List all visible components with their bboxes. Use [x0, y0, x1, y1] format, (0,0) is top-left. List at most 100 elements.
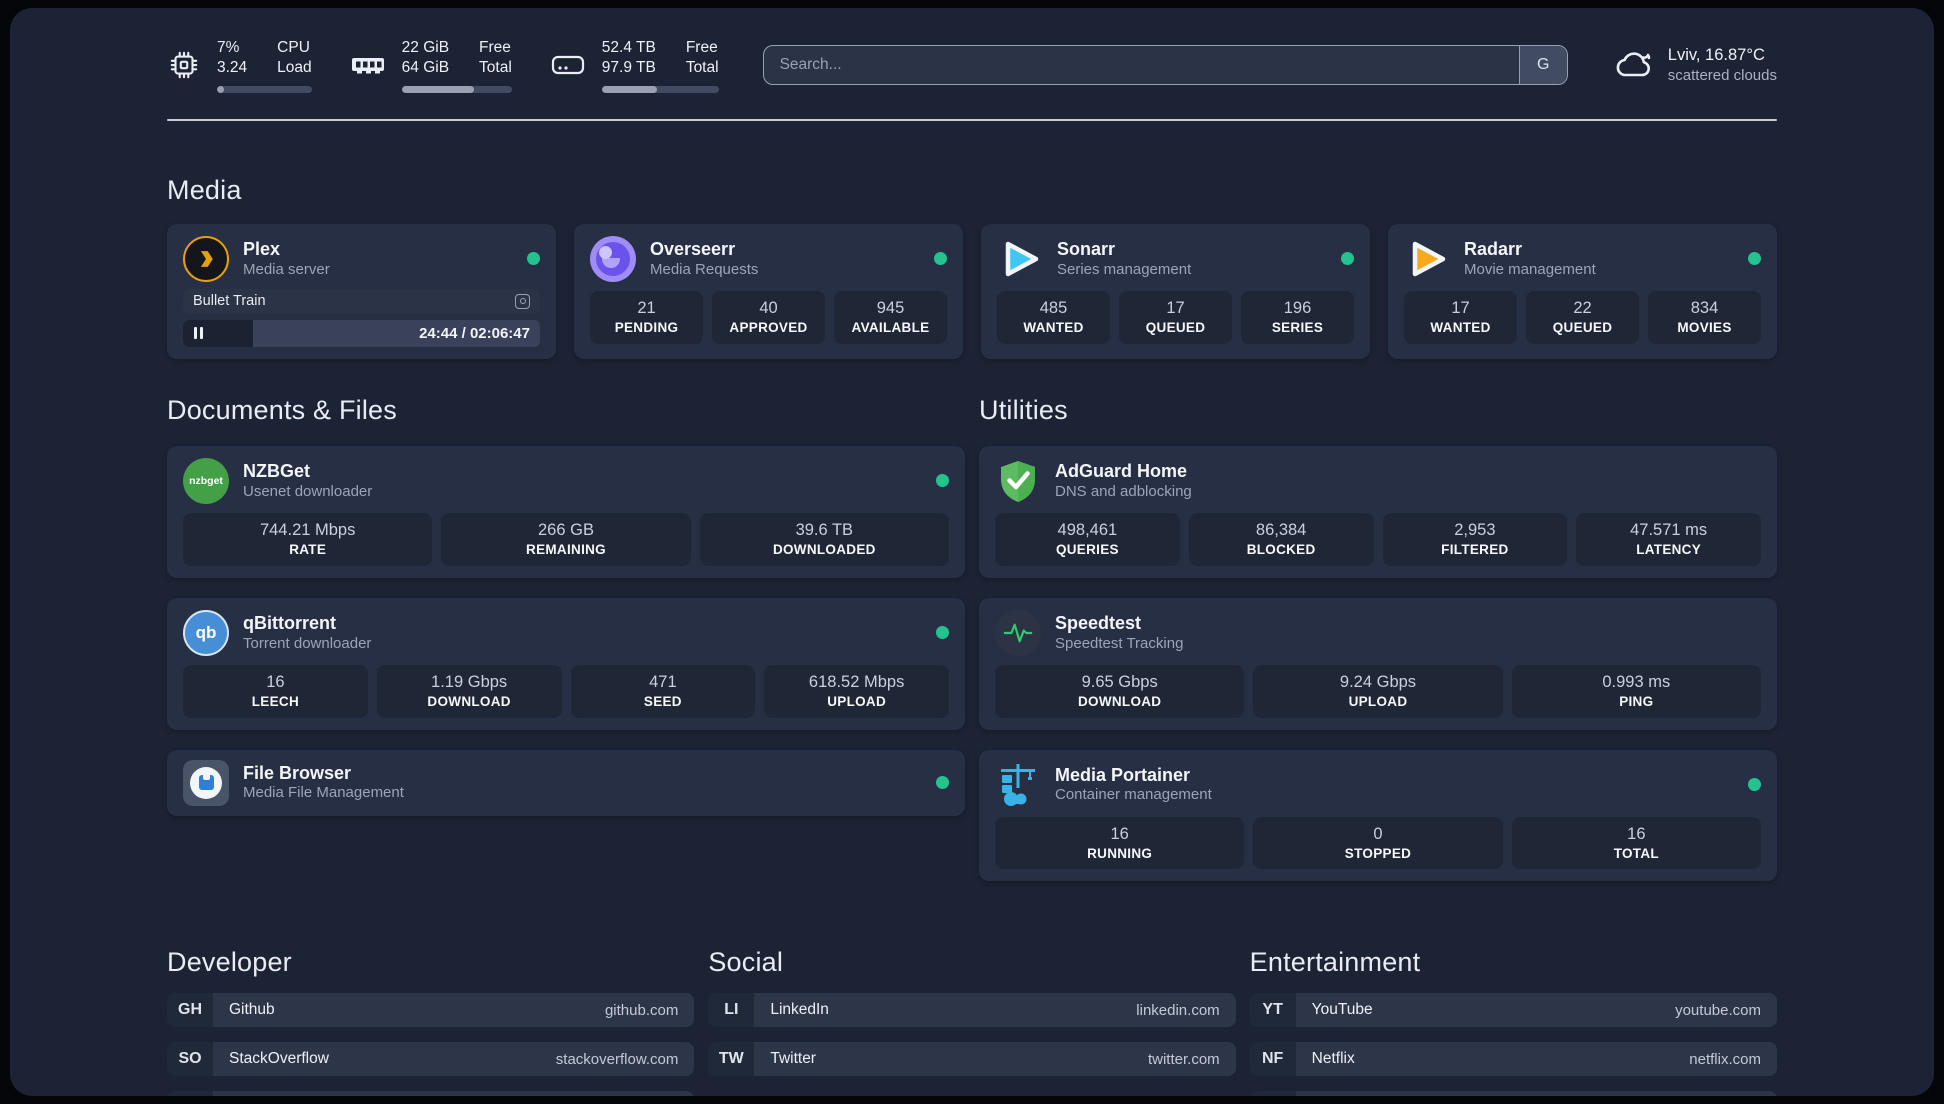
bookmark-url: stackoverflow.com: [555, 1050, 679, 1068]
topbar: 7% 3.24 CPU Load: [167, 38, 1777, 93]
disk-total-label: Total: [685, 59, 719, 77]
section-title-media: Media: [167, 174, 242, 205]
section-title-entertainment: Entertainment: [1249, 947, 1421, 978]
bookmark-tag: LI: [708, 993, 755, 1028]
dashboard-panel: 7% 3.24 CPU Load: [10, 8, 1934, 1096]
cpu-stat: 7% 3.24 CPU Load: [167, 38, 312, 93]
media-settings-icon: [515, 293, 530, 309]
app-card-radarr[interactable]: Radarr Movie management 17 WANTED 22 QUEUE…: [1388, 223, 1777, 359]
bookmark-url: youtube.com: [1675, 1001, 1761, 1019]
memory-total-value: 64 GiB: [401, 59, 450, 77]
bookmark-url: github.com: [604, 1001, 679, 1019]
stat-running: 16 RUNNING: [995, 816, 1245, 870]
stat-upload: 618.52 Mbps UPLOAD: [764, 664, 949, 718]
search-engine-button[interactable]: G: [1518, 46, 1567, 85]
cpu-load-value: 3.24: [217, 59, 248, 77]
adguard-icon: [995, 458, 1041, 504]
stat-download: 9.65 Gbps DOWNLOAD: [995, 664, 1245, 718]
app-name: Speedtest: [1055, 613, 1142, 634]
memory-stat: 22 GiB 64 GiB Free Total: [350, 38, 512, 93]
section-utilities: Utilities AdGuard Home DNS and: [979, 395, 1777, 882]
bookmark-dev[interactable]: DT DEVdev.to: [167, 1091, 695, 1096]
sonarr-icon: [997, 236, 1043, 282]
bookmark-github[interactable]: GH Github github.com: [167, 993, 695, 1028]
stat-stopped: 0 STOPPED: [1253, 816, 1503, 870]
bookmark-name: YouTube: [1311, 1001, 1373, 1019]
bookmark-tag: DT: [167, 1091, 213, 1096]
app-card-plex[interactable]: Plex Media server Bullet Train 24:44 / 0…: [167, 223, 556, 359]
app-card-overseerr[interactable]: Overseerr Media Requests 21 PENDING 40 APP…: [574, 223, 963, 359]
disk-free-value: 52.4 TB: [601, 39, 656, 56]
app-name: File Browser: [243, 762, 352, 783]
bookmark-tag: YT: [1249, 993, 1296, 1028]
stat-queued: 17 QUEUED: [1119, 290, 1232, 344]
app-card-speedtest[interactable]: Speedtest Speedtest Tracking 9.65 Gbps DO…: [979, 597, 1777, 730]
app-card-sonarr[interactable]: Sonarr Series management 485 WANTED 17 QUE…: [981, 223, 1370, 359]
disk-progress-bar: [601, 85, 719, 93]
stat-queued: 22 QUEUED: [1526, 290, 1639, 344]
stat-pending: 21 PENDING: [590, 290, 703, 344]
bookmark-netflix[interactable]: NF Netflix netflix.com: [1249, 1042, 1777, 1077]
app-desc: Media server: [243, 260, 330, 278]
search-input[interactable]: [763, 46, 1519, 85]
stat-wanted: 17 WANTED: [1404, 290, 1517, 344]
disk-total-value: 97.9 TB: [601, 59, 656, 77]
qbittorrent-icon: qb: [183, 609, 229, 656]
bookmark-name: Netflix: [1311, 1050, 1355, 1068]
app-desc: Media Requests: [650, 260, 759, 278]
stat-queries: 498,461 QUERIES: [995, 512, 1180, 566]
app-name: Plex: [243, 239, 281, 260]
bookmark-stackoverflow[interactable]: SO StackOverflow stackoverflow.com: [167, 1042, 695, 1077]
bookmark-name: Twitter: [770, 1050, 816, 1068]
nzbget-icon: nzbget: [183, 457, 229, 504]
app-card-qbittorrent[interactable]: qb qBittorrent Torrent downloader 16 LEEC…: [167, 597, 965, 730]
stat-rate: 744.21 Mbps RATE: [183, 512, 433, 566]
app-desc: Usenet downloader: [243, 482, 373, 500]
section-title-documents: Documents & Files: [167, 394, 397, 425]
cloud-icon: [1612, 49, 1654, 81]
bookmark-tag: GH: [167, 993, 213, 1028]
weather-widget: Lviv, 16.87°C scattered clouds: [1612, 45, 1777, 86]
now-playing-title: Bullet Train: [193, 293, 266, 310]
cpu-usage-label: CPU: [277, 39, 310, 56]
topbar-divider: [167, 118, 1777, 121]
stat-seed: 471 SEED: [570, 664, 756, 718]
cpu-progress-bar: [217, 85, 312, 93]
bookmark-youtube[interactable]: YT YouTube youtube.com: [1249, 993, 1777, 1028]
section-media: Media Plex Media server Bullet: [167, 175, 1777, 359]
bookmark-name: Github: [229, 1001, 275, 1019]
bookmark-tag: TW: [708, 1042, 755, 1077]
section-title-developer: Developer: [167, 947, 292, 978]
bookmark-name: StackOverflow: [229, 1050, 329, 1068]
portainer-icon: [995, 762, 1041, 808]
app-card-portainer[interactable]: Media Portainer Container management 16 R…: [979, 749, 1777, 882]
bookmark-url: netflix.com: [1689, 1050, 1761, 1068]
bookmark-twitter[interactable]: TW Twitter twitter.com: [708, 1042, 1236, 1077]
memory-total-label: Total: [479, 59, 512, 77]
disk-free-label: Free: [685, 39, 718, 56]
weather-condition: scattered clouds: [1667, 67, 1777, 85]
radarr-icon: [1404, 236, 1450, 282]
app-card-adguard[interactable]: AdGuard Home DNS and adblocking 498,461 Q…: [979, 445, 1777, 578]
playback-time: 24:44 / 02:06:47: [419, 324, 530, 342]
bookmark-linkedin[interactable]: LI LinkedIn linkedin.com: [708, 993, 1236, 1028]
bookmark-url: linkedin.com: [1136, 1001, 1220, 1019]
stat-approved: 40 APPROVED: [712, 290, 825, 344]
app-card-filebrowser[interactable]: File Browser Media File Management: [167, 749, 965, 816]
stat-downloaded: 39.6 TB DOWNLOADED: [699, 512, 949, 566]
ram-icon: [350, 53, 386, 77]
app-card-nzbget[interactable]: nzbget NZBGet Usenet downloader 744.21 M…: [167, 445, 965, 578]
disk-icon: [550, 52, 586, 78]
stat-latency: 47.571 ms LATENCY: [1576, 512, 1761, 566]
section-social: Social LI LinkedIn linkedin.com TW Twitte…: [708, 947, 1236, 1096]
bookmark-reddit[interactable]: RE Redditreddit.com: [1249, 1091, 1777, 1096]
stat-upload: 9.24 Gbps UPLOAD: [1253, 664, 1503, 718]
app-desc: Series management: [1057, 260, 1192, 278]
app-desc: DNS and adblocking: [1055, 482, 1192, 500]
status-dot: [1748, 778, 1761, 792]
stat-ping: 0.993 ms PING: [1511, 664, 1761, 718]
section-developer: Developer GH Github github.com SO StackOv…: [167, 947, 695, 1096]
speedtest-icon: [995, 609, 1041, 656]
stat-remaining: 266 GB REMAINING: [441, 512, 691, 566]
cpu-usage-value: 7%: [217, 39, 240, 56]
